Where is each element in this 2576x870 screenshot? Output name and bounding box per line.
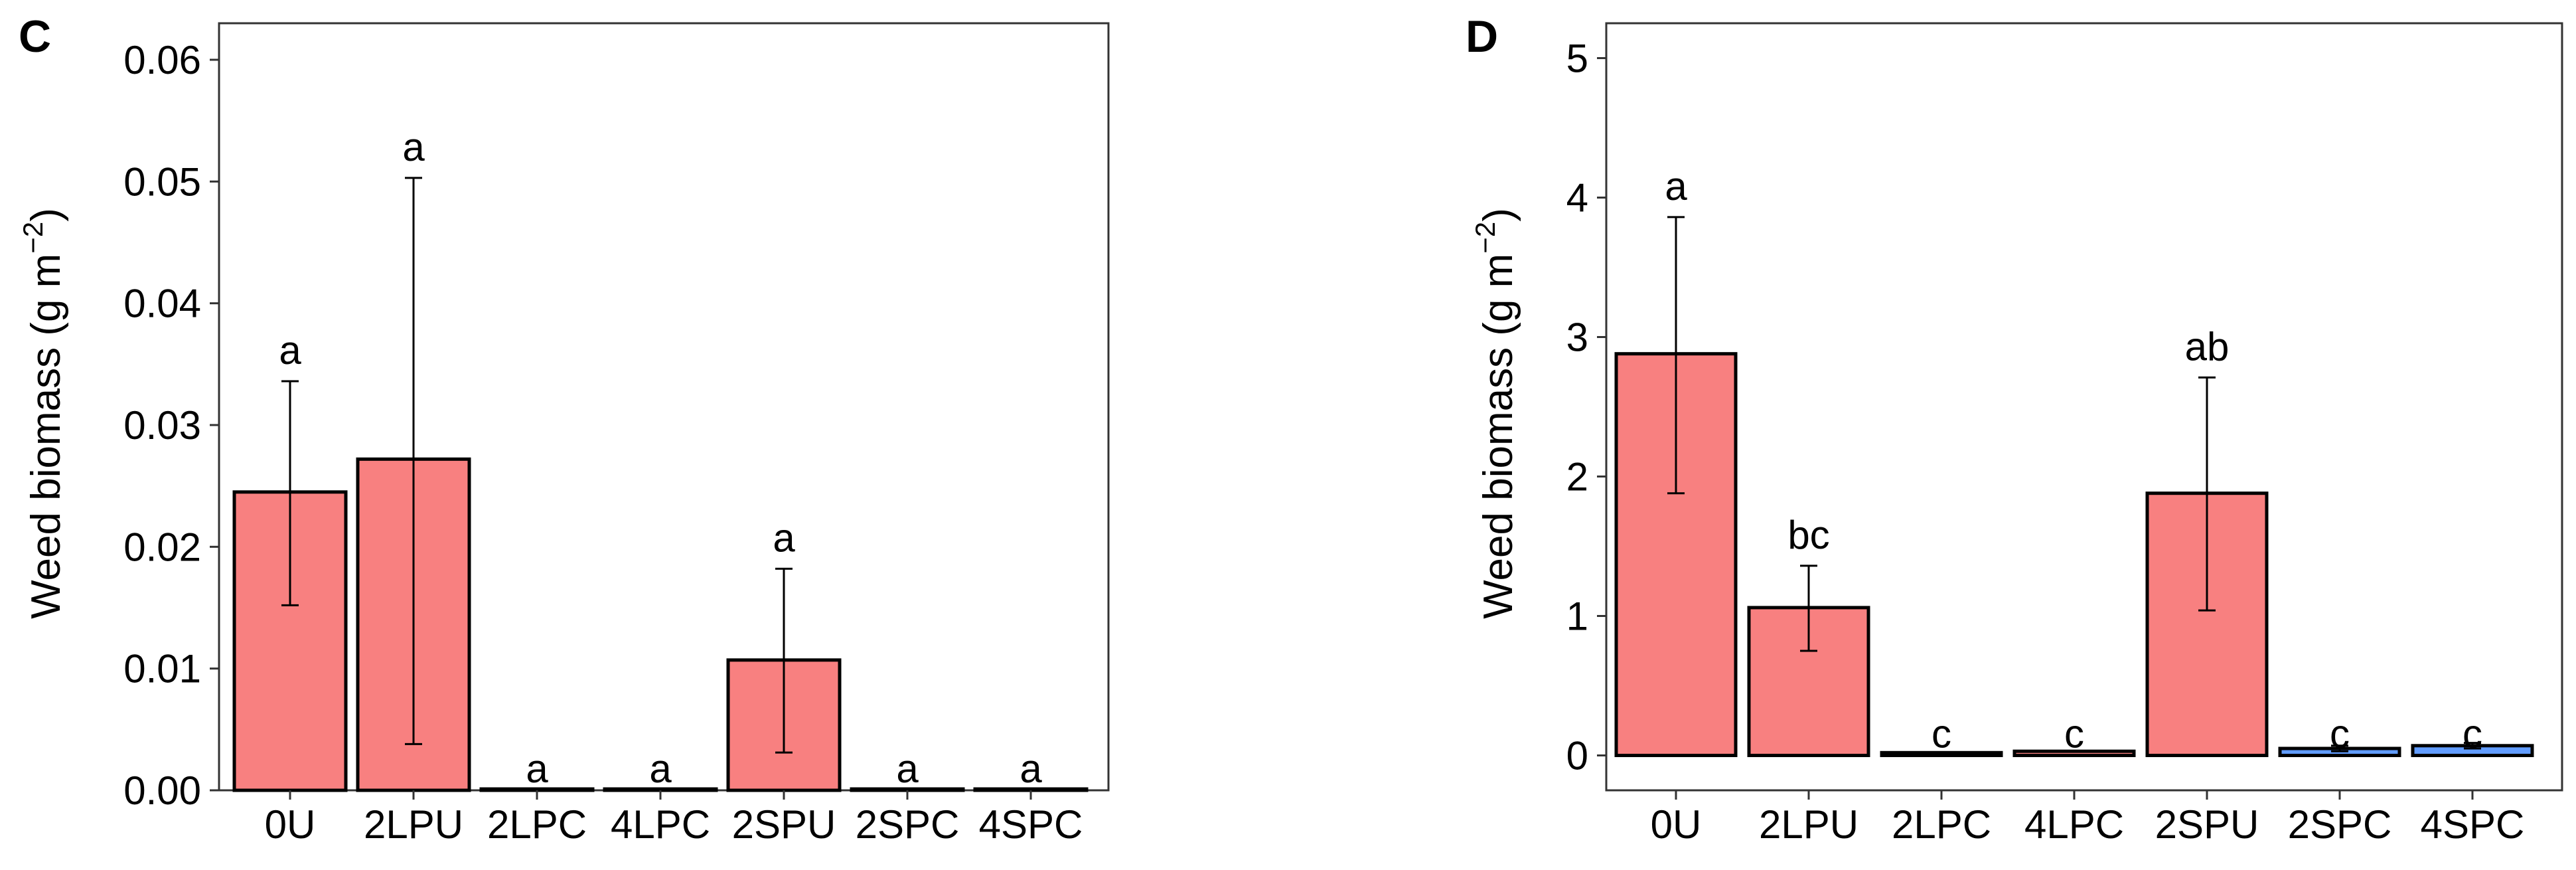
- bar-4lpc: [2012, 749, 2136, 757]
- plot-border: [1605, 22, 2563, 792]
- y-tick-label: 0: [1566, 734, 1588, 778]
- y-axis-title-close: ): [1476, 208, 1521, 222]
- y-tick-label: 0.06: [123, 38, 201, 82]
- significance-letter: a: [649, 746, 672, 791]
- y-tick-label: 0.00: [123, 768, 201, 813]
- significance-letter: a: [896, 746, 919, 791]
- x-tick-label: 2SPC: [2288, 802, 2392, 847]
- panel-c: C 0.00 0.01 0.02 0.03 0.04 0.05 0.06 Weed biomas…: [17, 11, 1110, 847]
- y-tick-label: 5: [1566, 37, 1588, 81]
- y-tick-label: 1: [1566, 594, 1588, 639]
- y-axis-title-text: Weed biomass (g m: [1476, 254, 1521, 619]
- x-tick-label: 4SPC: [979, 802, 1083, 847]
- significance-letter: c: [2064, 712, 2084, 756]
- significance-letter: a: [773, 515, 795, 560]
- significance-letter: a: [1020, 746, 1042, 791]
- panel-d: D 0 1 2 3 4 5 Weed biomass (g m−2) a 0U bc 2LPU c 2LP…: [1466, 11, 2563, 847]
- bar-2lpc: [1880, 750, 2003, 758]
- y-axis-title: Weed biomass (g m−2): [17, 208, 69, 619]
- panel-label: C: [19, 11, 51, 62]
- x-tick-label: 2LPU: [364, 802, 463, 847]
- significance-letter: c: [1932, 712, 1951, 756]
- y-tick-label: 0.02: [123, 525, 201, 569]
- x-tick-label: 2LPC: [1892, 802, 1991, 847]
- x-tick-label: 2SPC: [856, 802, 960, 847]
- y-tick-label: 4: [1566, 176, 1588, 220]
- y-tick-label: 0.01: [123, 647, 201, 691]
- plot-border: [218, 22, 1110, 792]
- y-axis-title: Weed biomass (g m−2): [1470, 208, 1521, 619]
- x-tick-label: 2SPU: [732, 802, 836, 847]
- y-axis-title-superscript: −2: [1470, 222, 1501, 254]
- significance-letter: c: [2462, 712, 2482, 756]
- y-axis-title-superscript: −2: [17, 222, 48, 254]
- significance-letter: ab: [2185, 324, 2230, 369]
- y-tick-label: 2: [1566, 455, 1588, 499]
- y-tick-label: 3: [1566, 315, 1588, 360]
- x-tick-label: 4SPC: [2421, 802, 2525, 847]
- x-tick-label: 0U: [1651, 802, 1702, 847]
- x-tick-label: 2LPU: [1759, 802, 1858, 847]
- y-axis-title-text: Weed biomass (g m: [23, 254, 69, 619]
- significance-letter: a: [1665, 164, 1687, 209]
- significance-letter: c: [2330, 712, 2350, 756]
- x-tick-label: 4LPC: [611, 802, 710, 847]
- x-tick-label: 2SPU: [2155, 802, 2259, 847]
- x-tick-label: 2LPC: [487, 802, 587, 847]
- x-tick-label: 0U: [265, 802, 316, 847]
- significance-letter: bc: [1787, 513, 1829, 557]
- panel-label: D: [1466, 11, 1498, 62]
- significance-letter: a: [526, 746, 548, 791]
- x-tick-label: 4LPC: [2024, 802, 2124, 847]
- y-tick-label: 0.05: [123, 159, 201, 204]
- y-tick-label: 0.03: [123, 403, 201, 448]
- significance-letter: a: [279, 328, 301, 373]
- y-tick-label: 0.04: [123, 282, 201, 326]
- y-axis-title-close: ): [23, 208, 69, 222]
- significance-letter: a: [402, 125, 425, 169]
